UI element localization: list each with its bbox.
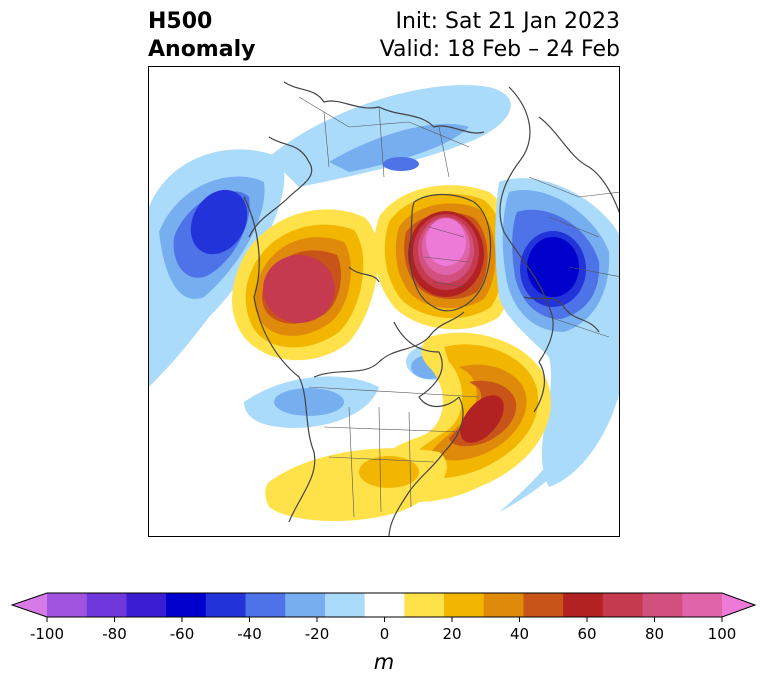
colorbar-tick-label: -20 [305, 625, 330, 643]
positive-anomaly-southern-us [265, 448, 447, 522]
colorbar-unit-label: m [374, 650, 394, 674]
colorbar-segment [602, 593, 644, 617]
colorbar-segment [245, 593, 286, 617]
colorbar-segment [642, 593, 683, 617]
negative-anomaly-asia-band [269, 85, 511, 187]
political-borders [298, 96, 619, 518]
colorbar-segment [47, 593, 88, 617]
title-block-right: Init: Sat 21 Jan 2023 Valid: 18 Feb – 24… [380, 8, 620, 64]
coastlines [243, 81, 619, 536]
colorbar-svg: -100 -80 -60 -40 -20 0 20 40 60 80 100 m [10, 592, 757, 674]
colorbar-tick-label: -80 [102, 625, 127, 643]
anomaly-map [148, 66, 620, 537]
negative-anomaly-europe [495, 178, 619, 487]
colorbar-segment [404, 593, 445, 617]
colorbar-segment [444, 593, 485, 617]
colorbar-segment [682, 593, 723, 617]
positive-anomaly-alaska [232, 209, 379, 361]
colorbar-segment [205, 593, 247, 617]
colorbar-segment [563, 593, 604, 617]
colorbar-segment [285, 593, 326, 617]
colorbar-tick-label: -100 [30, 625, 64, 643]
colorbar-segment [166, 593, 207, 617]
colorbar-segment [324, 593, 366, 617]
valid-range-label: Valid: 18 Feb – 24 Feb [379, 37, 620, 62]
negative-anomaly-atlantic-wedge [499, 397, 609, 512]
title-block-left: H500 Anomaly [148, 8, 255, 64]
colorbar-tick-label: 0 [380, 625, 390, 643]
colorbar-tick-label: -40 [237, 625, 262, 643]
colorbar: -100 -80 -60 -40 -20 0 20 40 60 80 100 m [0, 585, 768, 685]
colorbar-segment [523, 593, 564, 617]
title-anomaly: Anomaly [148, 37, 256, 62]
colorbar-tick-label: 40 [510, 625, 529, 643]
colorbar-segment [483, 593, 524, 617]
colorbar-tick-label: 80 [645, 625, 664, 643]
colorbar-tick-label: 20 [442, 625, 461, 643]
init-date-label: Init: Sat 21 Jan 2023 [395, 9, 620, 34]
colorbar-tick-label: -60 [170, 625, 195, 643]
colorbar-segment [86, 593, 127, 617]
title-h500: H500 [148, 9, 213, 34]
colorbar-tick-label: 100 [708, 625, 737, 643]
colorbar-tick-label: 60 [577, 625, 596, 643]
colorbar-segment [364, 593, 405, 617]
colorbar-extend-max [722, 593, 755, 617]
negative-anomaly-pacific [149, 149, 285, 387]
anomaly-map-svg [149, 81, 619, 536]
colorbar-segment [126, 593, 167, 617]
colorbar-extend-min [12, 593, 47, 617]
positive-anomaly-greenland [374, 185, 516, 330]
